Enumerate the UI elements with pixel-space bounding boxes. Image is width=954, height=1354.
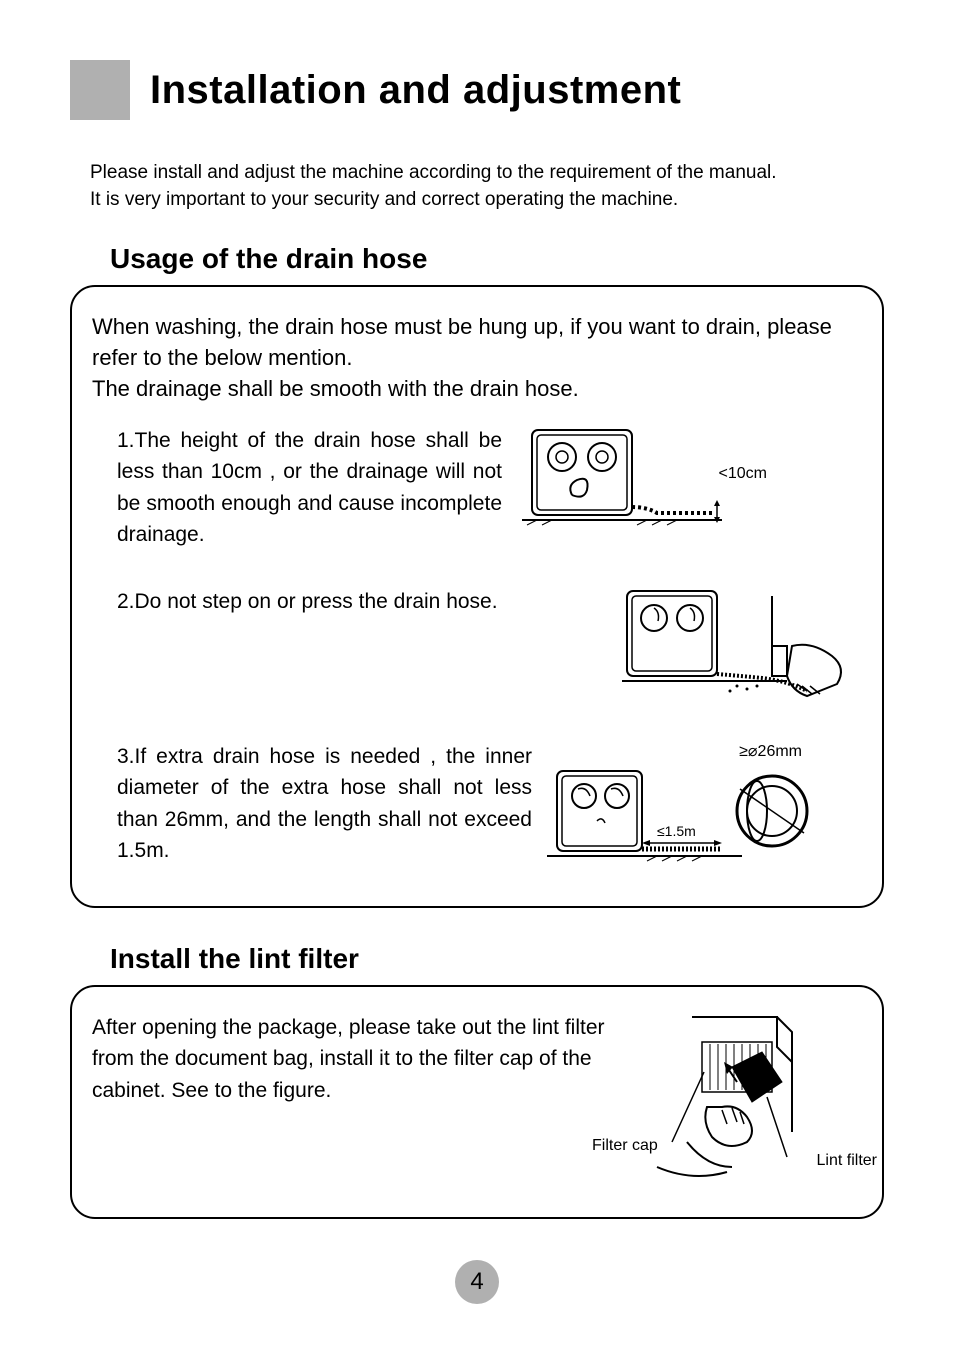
intro-line-1: Please install and adjust the machine ac…: [90, 160, 884, 187]
drain-hose-intro: When washing, the drain hose must be hun…: [92, 312, 862, 404]
drain-hose-box: When washing, the drain hose must be hun…: [70, 285, 884, 907]
list-item-3-text: 3.If extra drain hose is needed , the in…: [92, 741, 542, 867]
list-item-1: 1.The height of the drain hose shall be …: [92, 425, 862, 551]
lint-content: After opening the package, please take o…: [92, 1012, 862, 1192]
lint-diagram: Filter cap Lint filter: [632, 1012, 862, 1192]
intro-line-2: It is very important to your security an…: [90, 187, 884, 214]
diagram-2: [612, 586, 862, 706]
label-10cm: <10cm: [719, 465, 767, 483]
label-26mm: ≥⌀26mm: [739, 741, 802, 761]
section-title-drain-hose: Usage of the drain hose: [110, 243, 884, 275]
page-number: 4: [455, 1260, 499, 1304]
page-title: Installation and adjustment: [150, 68, 681, 113]
label-1-5m: ≤1.5m: [657, 823, 696, 839]
lint-filter-text: After opening the package, please take o…: [92, 1012, 632, 1107]
title-marker-square: [70, 60, 130, 120]
label-lint-filter: Lint filter: [817, 1152, 877, 1170]
drain-intro-line-2: The drainage shall be smooth with the dr…: [92, 374, 862, 405]
list-item-2: 2.Do not step on or press the drain hose…: [92, 586, 862, 706]
section-title-lint-filter: Install the lint filter: [110, 943, 884, 975]
list-item-2-text: 2.Do not step on or press the drain hose…: [92, 586, 612, 618]
list-item-3: 3.If extra drain hose is needed , the in…: [92, 741, 862, 881]
lint-filter-box: After opening the package, please take o…: [70, 985, 884, 1219]
page-number-wrap: 4: [455, 1260, 499, 1304]
label-filter-cap: Filter cap: [592, 1137, 658, 1155]
header: Installation and adjustment: [70, 60, 884, 120]
list-item-1-text: 1.The height of the drain hose shall be …: [92, 425, 512, 551]
drain-intro-line-1: When washing, the drain hose must be hun…: [92, 312, 862, 374]
intro-text: Please install and adjust the machine ac…: [90, 160, 884, 213]
diagram-1: <10cm: [512, 425, 762, 535]
diagram-3: ≥⌀26mm ≤1.5m: [542, 741, 822, 881]
washing-machine-extra-hose-icon: [542, 741, 822, 881]
washing-machine-step-icon: [612, 586, 862, 706]
